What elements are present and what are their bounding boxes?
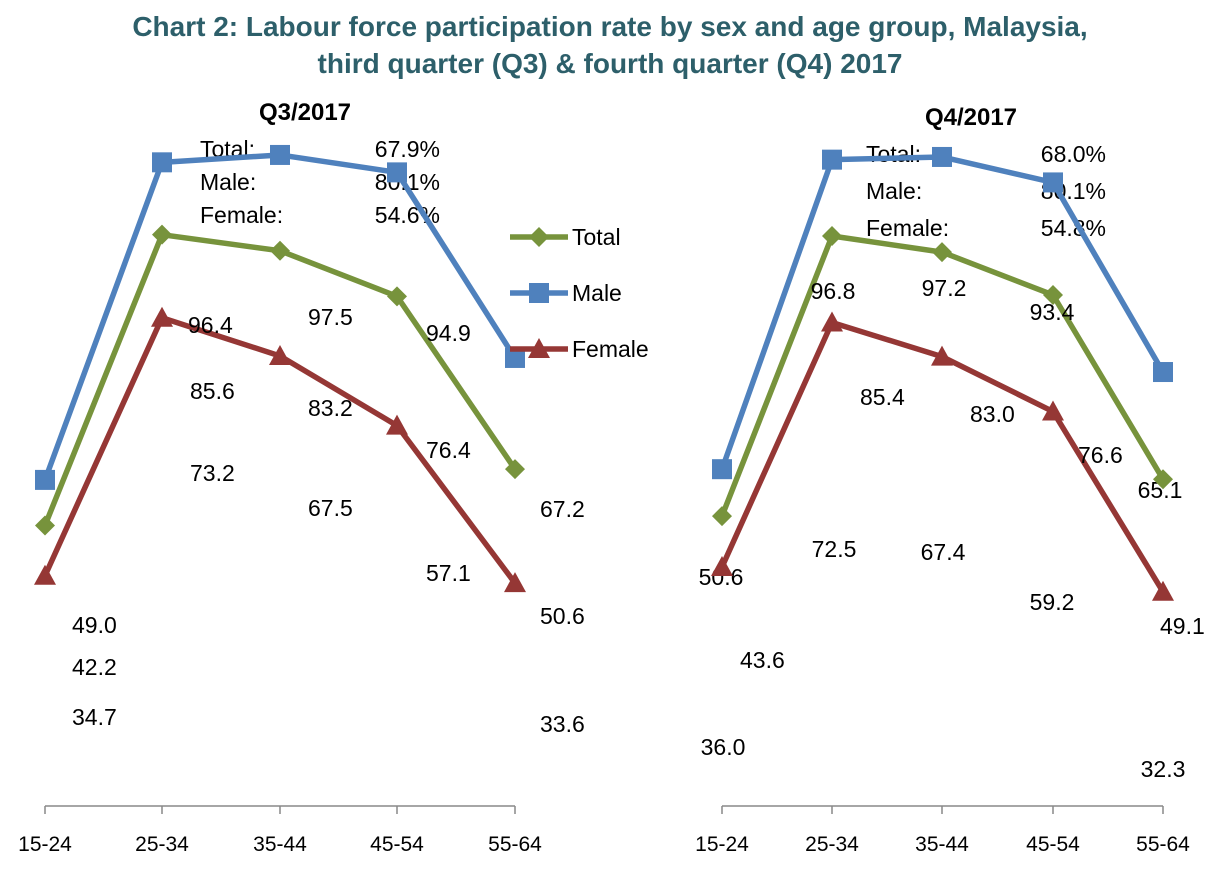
legend-marker-female xyxy=(528,338,550,358)
data-label-female-25-34-q4-2017: 72.5 xyxy=(812,536,857,562)
point-female-35-44-q3-2017 xyxy=(269,344,291,365)
x-tick-label-25-34-q3-2017: 25-34 xyxy=(135,833,189,856)
data-label-male-25-34-q4-2017: 96.8 xyxy=(811,278,856,304)
point-total-45-54-q4-2017 xyxy=(1043,284,1063,305)
point-total-55-64-q3-2017 xyxy=(505,459,525,480)
data-label-male-15-24-q3-2017: 49.0 xyxy=(72,612,117,638)
legend-marker-male xyxy=(529,283,549,303)
data-label-female-15-24-q4-2017: 36.0 xyxy=(701,734,746,760)
legend-label-female: Female xyxy=(572,336,649,362)
chart-title: Chart 2: Labour force participation rate… xyxy=(0,8,1220,82)
point-male-25-34-q4-2017 xyxy=(822,149,842,170)
point-female-15-24-q4-2017 xyxy=(711,556,733,576)
data-label-male-35-44-q4-2017: 97.2 xyxy=(922,275,967,301)
point-female-55-64-q4-2017 xyxy=(1152,580,1174,601)
legend-label-total: Total xyxy=(572,224,621,250)
summary-value-total-q4-2017: 68.0% xyxy=(1041,141,1106,167)
data-label-female-55-64-q4-2017: 32.3 xyxy=(1141,756,1186,782)
data-label-total-25-34-q3-2017: 85.6 xyxy=(190,378,235,404)
point-female-25-34-q4-2017 xyxy=(821,311,843,332)
summary-value-total-q3-2017: 67.9% xyxy=(375,136,440,162)
data-label-male-25-34-q3-2017: 96.4 xyxy=(188,312,233,338)
point-male-55-64-q4-2017 xyxy=(1153,362,1173,383)
point-total-25-34-q3-2017 xyxy=(152,224,172,245)
point-total-35-44-q4-2017 xyxy=(932,242,952,263)
point-female-35-44-q4-2017 xyxy=(931,345,953,366)
point-male-35-44-q4-2017 xyxy=(932,146,952,167)
point-total-55-64-q4-2017 xyxy=(1153,469,1173,490)
summary-label-male-q4-2017: Male: xyxy=(866,178,922,204)
x-tick-label-45-54-q3-2017: 45-54 xyxy=(370,833,424,856)
data-label-female-35-44-q4-2017: 67.4 xyxy=(921,539,966,565)
chart-title-line1: Chart 2: Labour force participation rate… xyxy=(132,11,1088,42)
point-female-15-24-q3-2017 xyxy=(34,564,56,585)
data-label-total-15-24-q3-2017: 42.2 xyxy=(72,654,117,680)
data-label-total-55-64-q3-2017: 50.6 xyxy=(540,603,585,629)
point-male-25-34-q3-2017 xyxy=(152,152,172,173)
data-label-male-35-44-q3-2017: 97.5 xyxy=(308,304,353,330)
data-label-female-45-54-q3-2017: 57.1 xyxy=(426,560,471,586)
data-label-female-35-44-q3-2017: 67.5 xyxy=(308,495,353,521)
data-label-total-45-54-q4-2017: 76.6 xyxy=(1078,442,1123,468)
x-tick-label-45-54-q4-2017: 45-54 xyxy=(1026,833,1080,856)
point-female-55-64-q3-2017 xyxy=(504,572,526,593)
x-tick-label-35-44-q4-2017: 35-44 xyxy=(915,833,969,856)
point-total-15-24-q3-2017 xyxy=(35,515,55,536)
data-label-total-35-44-q3-2017: 83.2 xyxy=(308,395,353,421)
data-label-total-25-34-q4-2017: 85.4 xyxy=(860,384,905,410)
point-male-15-24-q3-2017 xyxy=(35,469,55,490)
x-tick-label-35-44-q3-2017: 35-44 xyxy=(253,833,307,856)
legend-marker-total xyxy=(529,227,549,247)
point-total-25-34-q4-2017 xyxy=(822,226,842,247)
point-male-55-64-q3-2017 xyxy=(505,347,525,368)
point-male-15-24-q4-2017 xyxy=(712,459,732,480)
series-line-total-q3-2017 xyxy=(42,231,518,527)
point-male-45-54-q3-2017 xyxy=(387,162,407,183)
legend-label-male: Male xyxy=(572,280,622,306)
data-label-male-55-64-q3-2017: 67.2 xyxy=(540,496,585,522)
summary-label-female-q3-2017: Female: xyxy=(200,202,283,228)
data-label-female-45-54-q4-2017: 59.2 xyxy=(1030,589,1075,615)
data-label-total-45-54-q3-2017: 76.4 xyxy=(426,437,471,463)
data-label-male-45-54-q3-2017: 94.9 xyxy=(426,320,471,346)
x-tick-label-55-64-q3-2017: 55-64 xyxy=(488,833,542,856)
summary-label-total-q4-2017: Total: xyxy=(866,141,921,167)
panel-title-q4-2017: Q4/2017 xyxy=(925,104,1017,131)
data-label-female-55-64-q3-2017: 33.6 xyxy=(540,711,585,737)
point-total-45-54-q3-2017 xyxy=(387,286,407,307)
data-label-female-15-24-q3-2017: 34.7 xyxy=(72,704,117,730)
point-female-45-54-q4-2017 xyxy=(1042,400,1064,421)
summary-label-female-q4-2017: Female: xyxy=(866,215,949,241)
x-tick-label-15-24-q4-2017: 15-24 xyxy=(695,833,749,856)
point-female-45-54-q3-2017 xyxy=(386,414,408,435)
x-tick-label-25-34-q4-2017: 25-34 xyxy=(805,833,859,856)
data-label-total-35-44-q4-2017: 83.0 xyxy=(970,401,1015,427)
data-label-total-15-24-q4-2017: 43.6 xyxy=(740,647,785,673)
chart-title-line2: third quarter (Q3) & fourth quarter (Q4)… xyxy=(317,48,903,79)
point-total-15-24-q4-2017 xyxy=(712,506,732,527)
x-tick-label-55-64-q4-2017: 55-64 xyxy=(1136,833,1190,856)
point-male-45-54-q4-2017 xyxy=(1043,172,1063,193)
data-label-total-55-64-q4-2017: 49.1 xyxy=(1160,613,1205,639)
point-female-25-34-q3-2017 xyxy=(151,306,173,327)
point-male-35-44-q3-2017 xyxy=(270,144,290,165)
summary-label-male-q3-2017: Male: xyxy=(200,169,256,195)
point-total-35-44-q3-2017 xyxy=(270,240,290,261)
data-label-female-25-34-q3-2017: 73.2 xyxy=(190,460,235,486)
panel-title-q3-2017: Q3/2017 xyxy=(259,99,351,126)
x-tick-label-15-24-q3-2017: 15-24 xyxy=(18,833,72,856)
